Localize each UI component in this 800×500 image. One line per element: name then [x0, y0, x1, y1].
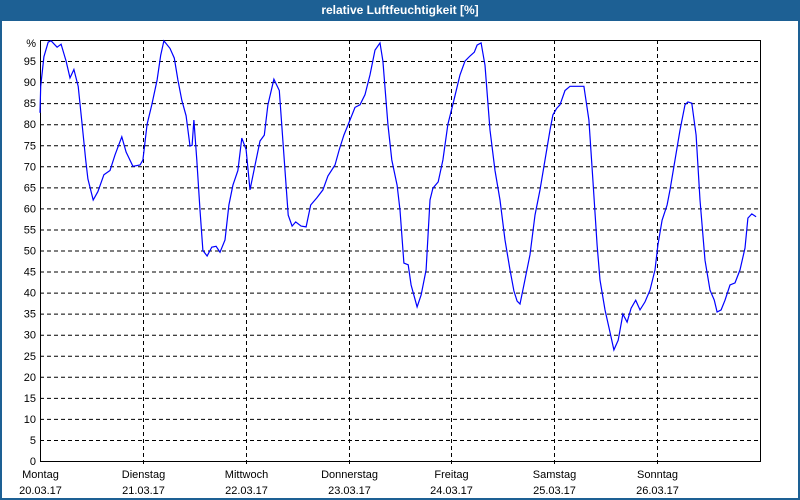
x-tick-date-label: 24.03.17 [430, 485, 473, 497]
y-tick-label: 0 [30, 456, 36, 468]
y-tick-label: 20 [24, 372, 36, 384]
x-tick-day-label: Donnerstag [321, 469, 378, 481]
x-tick-date-label: 25.03.17 [533, 485, 576, 497]
humidity-series-line [39, 39, 757, 352]
x-tick-day-label: Montag [22, 469, 59, 481]
x-tick-day-label: Mittwoch [225, 469, 268, 481]
x-tick-day-label: Sonntag [637, 469, 678, 481]
chart-title: relative Luftfeuchtigkeit [%] [321, 3, 479, 17]
x-tick-date-label: 26.03.17 [636, 485, 679, 497]
y-tick-label: 40 [24, 288, 36, 300]
y-tick-label: 50 [24, 246, 36, 258]
y-tick-label: 95 [24, 56, 36, 68]
y-tick-label: 55 [24, 224, 36, 236]
plot-area-border [40, 40, 761, 462]
x-tick-date-label: 20.03.17 [19, 485, 62, 497]
y-tick-label: 90 [24, 77, 36, 89]
y-tick-label: 10 [24, 414, 36, 426]
y-tick-label: 60 [24, 203, 36, 215]
x-tick-day-label: Samstag [533, 469, 576, 481]
chart-body [2, 21, 798, 498]
y-tick-label: 70 [24, 161, 36, 173]
x-tick-date-label: 22.03.17 [225, 485, 268, 497]
y-tick-label: 75 [24, 140, 36, 152]
y-tick-label: 85 [24, 98, 36, 110]
y-tick-label: 65 [24, 182, 36, 194]
y-tick-label: 15 [24, 393, 36, 405]
y-tick-label: 5 [30, 435, 36, 447]
y-tick-label: 25 [24, 351, 36, 363]
y-tick-label: 80 [24, 119, 36, 131]
x-tick-date-label: 23.03.17 [328, 485, 371, 497]
y-tick-label: 45 [24, 267, 36, 279]
x-tick-day-label: Freitag [434, 469, 468, 481]
y-tick-label: 35 [24, 309, 36, 321]
y-axis-unit-label: % [26, 38, 36, 50]
y-tick-label: 30 [24, 330, 36, 342]
x-tick-day-label: Dienstag [122, 469, 165, 481]
x-tick-date-label: 21.03.17 [122, 485, 165, 497]
